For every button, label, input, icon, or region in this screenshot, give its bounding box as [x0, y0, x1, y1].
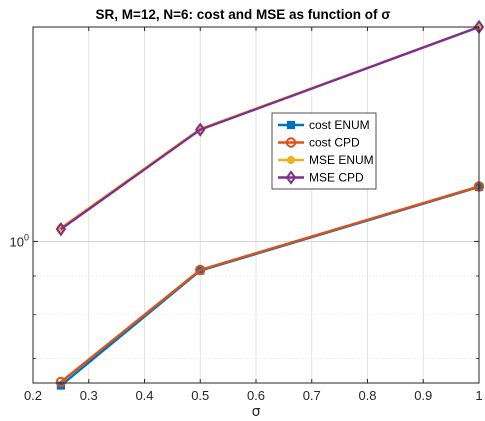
- x-tick-label: 0.5: [191, 388, 209, 403]
- x-tick-label: 0.6: [247, 388, 265, 403]
- x-tick-label: 0.9: [414, 388, 432, 403]
- legend-marker-cost-cpd: [285, 137, 297, 148]
- series-line-mse-cpd: [60, 25, 480, 231]
- axes: 0.2 0.3 0.4 0.5 0.6 0.7 0.8 0.9 1 100: [10, 27, 483, 403]
- x-tick-label: 0.8: [358, 388, 376, 403]
- legend: cost ENUM cost CPD MSE ENUM MSE CPD: [271, 112, 377, 190]
- legend-label-cost-enum: cost ENUM: [309, 118, 370, 132]
- legend-marker-mse-cpd: [285, 170, 297, 185]
- legend-label-mse-enum: MSE ENUM: [309, 153, 374, 167]
- legend-item-cost-enum: cost ENUM: [278, 118, 370, 132]
- x-tick-label: 0.4: [135, 388, 153, 403]
- series-layer: [55, 19, 485, 390]
- legend-label-cost-cpd: cost CPD: [309, 136, 360, 150]
- x-tick-label: 0.2: [24, 388, 42, 403]
- data-point-cost-cpd: [55, 376, 67, 388]
- x-tick-label: 1: [475, 388, 482, 403]
- data-point-mse-cpd: [55, 221, 67, 237]
- legend-item-cost-cpd: cost CPD: [278, 136, 360, 150]
- x-tick-label: 0.7: [303, 388, 321, 403]
- data-point-cost-cpd: [195, 264, 206, 276]
- series-line-cost-cpd: [60, 185, 480, 383]
- series-mse-cpd: [55, 19, 485, 237]
- legend-marker-mse-enum: [286, 155, 296, 165]
- legend-marker-cost-enum: [286, 120, 296, 130]
- data-point-mse-cpd: [195, 122, 206, 137]
- chart-title: SR, M=12, N=6: cost and MSE as function …: [95, 7, 390, 22]
- x-axis-label: σ: [252, 404, 261, 420]
- y-tick-label: 100: [10, 232, 29, 249]
- legend-item-mse-enum: MSE ENUM: [278, 153, 374, 167]
- x-tick-label: 0.3: [80, 388, 98, 403]
- grid: [33, 27, 479, 383]
- legend-item-mse-cpd: MSE CPD: [278, 170, 364, 185]
- legend-label-mse-cpd: MSE CPD: [309, 171, 364, 185]
